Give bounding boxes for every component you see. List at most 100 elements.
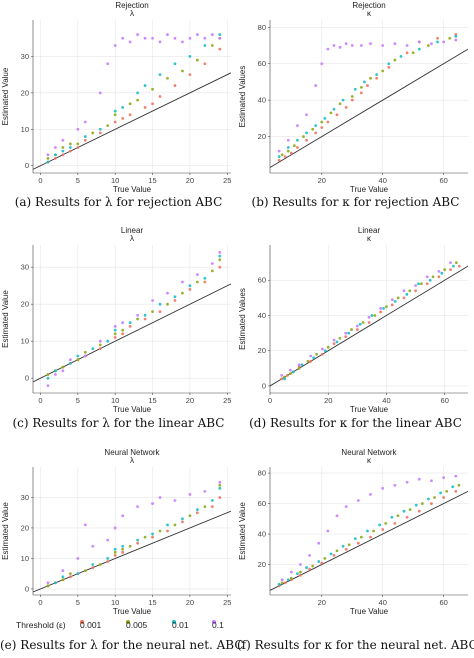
data-point	[448, 36, 452, 40]
panel-b: Rejection κ 20 40 60 80 20 40 60 True Value Estima…	[237, 0, 474, 195]
tick-label-x: 5	[76, 396, 80, 405]
data-point	[143, 317, 147, 321]
data-point	[106, 557, 110, 560]
tick-label-x: 20	[186, 176, 194, 185]
data-point	[393, 483, 397, 487]
identity-line	[33, 72, 231, 170]
data-point	[454, 489, 458, 493]
data-point	[437, 270, 441, 273]
tick-label-x: 60	[439, 598, 447, 607]
tick-label-x: 40	[379, 176, 387, 185]
data-point	[61, 569, 65, 573]
data-point	[61, 146, 65, 149]
data-point	[128, 113, 132, 117]
x-axis-label: True Value	[350, 607, 389, 616]
data-point	[128, 544, 132, 548]
data-point	[427, 497, 430, 501]
data-point	[296, 138, 299, 142]
data-point	[296, 146, 299, 149]
data-point	[188, 493, 192, 496]
legend-swatch-0.01	[172, 620, 176, 624]
data-point	[320, 126, 324, 129]
data-point	[121, 544, 125, 548]
data-point	[195, 511, 199, 515]
tick-label-x: 10	[111, 176, 119, 185]
data-point	[218, 254, 222, 258]
data-point	[98, 347, 102, 350]
data-point	[355, 324, 359, 328]
data-point	[218, 258, 222, 262]
data-point	[280, 578, 284, 582]
data-point	[359, 91, 363, 95]
data-point	[98, 91, 102, 95]
data-point	[353, 87, 357, 91]
data-point	[181, 517, 184, 521]
data-point	[309, 354, 313, 358]
tick-label-x: 10	[111, 396, 119, 405]
data-point	[369, 42, 372, 46]
data-point	[286, 578, 290, 582]
data-point	[128, 40, 132, 44]
y-axis-label: Estimated Values	[238, 288, 247, 350]
data-point	[277, 158, 281, 162]
data-point	[347, 543, 351, 547]
series-0.005	[283, 261, 458, 379]
data-point	[173, 523, 177, 527]
data-point	[68, 572, 72, 576]
data-point	[332, 107, 336, 111]
tick-label-x: 40	[379, 598, 387, 607]
tick-label-y: 30	[21, 52, 29, 61]
series-0.001	[277, 33, 458, 162]
data-point	[113, 526, 117, 530]
data-point	[68, 142, 72, 146]
data-point	[121, 106, 125, 109]
data-point	[302, 135, 305, 138]
tick-label-x: 20	[318, 176, 326, 185]
data-point	[417, 47, 421, 51]
data-point	[326, 120, 330, 124]
data-point	[399, 55, 403, 58]
data-point	[83, 120, 87, 124]
data-point	[46, 581, 50, 585]
data-point	[143, 106, 147, 109]
data-point	[443, 268, 447, 272]
data-point	[420, 502, 424, 505]
data-point	[420, 282, 423, 286]
data-point	[277, 582, 281, 586]
data-point	[329, 552, 333, 556]
tick-label-y: 0	[262, 381, 266, 390]
tick-label-x: 15	[148, 176, 156, 185]
data-point	[54, 157, 57, 160]
data-point	[128, 321, 132, 325]
data-point	[378, 523, 382, 527]
data-point	[158, 529, 162, 533]
data-point	[350, 98, 354, 102]
data-point	[203, 505, 207, 509]
legend-label: 0.01	[172, 620, 189, 630]
data-point	[344, 547, 348, 551]
data-point	[341, 544, 345, 548]
data-point	[288, 372, 292, 376]
series-0.01	[277, 34, 458, 159]
data-point	[358, 322, 362, 326]
data-point	[323, 557, 327, 560]
caption-a: (a) Results for λ for rejection ABC	[14, 195, 223, 209]
series-0.001	[277, 489, 458, 588]
data-point	[288, 368, 292, 372]
data-point	[315, 352, 318, 356]
chart-subtitle: λ	[130, 456, 134, 465]
data-point	[405, 44, 409, 47]
data-point	[369, 535, 372, 539]
data-point	[76, 354, 80, 358]
data-point	[440, 271, 444, 275]
data-point	[151, 299, 154, 302]
tick-label-x: 40	[382, 396, 390, 405]
data-point	[54, 146, 57, 149]
data-point	[121, 514, 125, 518]
data-point	[210, 44, 214, 47]
data-point	[195, 508, 199, 512]
data-point	[218, 480, 222, 484]
data-point	[98, 339, 102, 343]
